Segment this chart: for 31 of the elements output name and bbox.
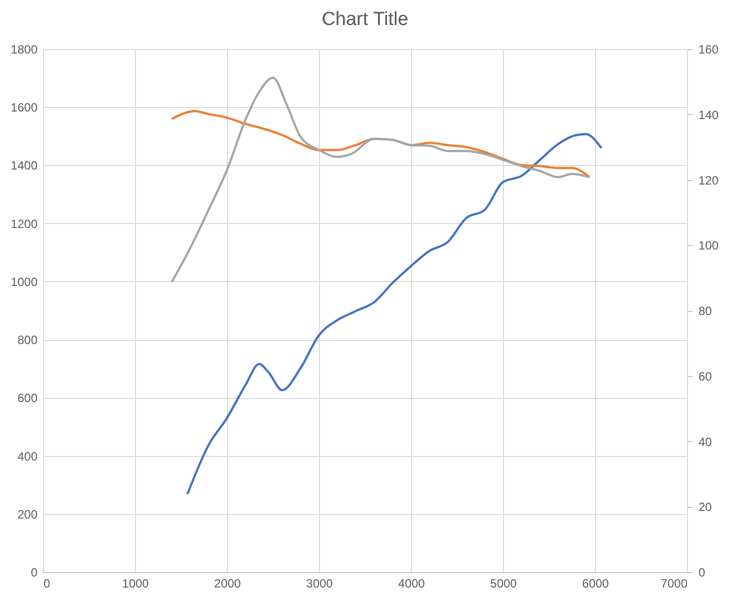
line-series (170, 110, 591, 178)
x-tick-label: 0 (44, 576, 50, 590)
y2-tick-label: 100 (698, 238, 719, 253)
x-tick-label: 3000 (306, 576, 334, 590)
y2-tick-label: 0 (698, 566, 706, 580)
y-tick-label: 800 (17, 333, 38, 348)
x-tick-label: 4000 (398, 576, 426, 590)
y-tick-label: 400 (17, 449, 38, 464)
x-tick-label: 7000 (660, 576, 688, 590)
y-tick-label: 1600 (10, 100, 38, 115)
y-tick-label: 1200 (10, 216, 38, 231)
y2-tick-label: 40 (698, 434, 712, 449)
y-tick-label: 1000 (10, 274, 38, 289)
y2-tick-label: 60 (698, 369, 712, 384)
line-series (186, 133, 603, 496)
y2-tick-label: 120 (698, 173, 719, 188)
x-tick-label: 5000 (490, 576, 518, 590)
y2-tick-label: 140 (698, 108, 719, 122)
y-tick-label: 600 (17, 391, 38, 406)
x-tick-label: 6000 (582, 576, 610, 590)
line-series (170, 76, 591, 284)
chart-title: Chart Title (322, 9, 408, 30)
y2-tick-label: 160 (698, 42, 719, 56)
y-tick-label: 1800 (10, 42, 38, 56)
x-tick-label: 1000 (122, 576, 150, 590)
y2-tick-label: 80 (698, 304, 712, 318)
y-tick-label: 200 (17, 507, 38, 522)
y-tick-label: 1400 (10, 158, 38, 173)
y-tick-label: 0 (30, 566, 38, 580)
x-tick-label: 2000 (214, 576, 242, 590)
y2-tick-label: 20 (698, 500, 712, 514)
